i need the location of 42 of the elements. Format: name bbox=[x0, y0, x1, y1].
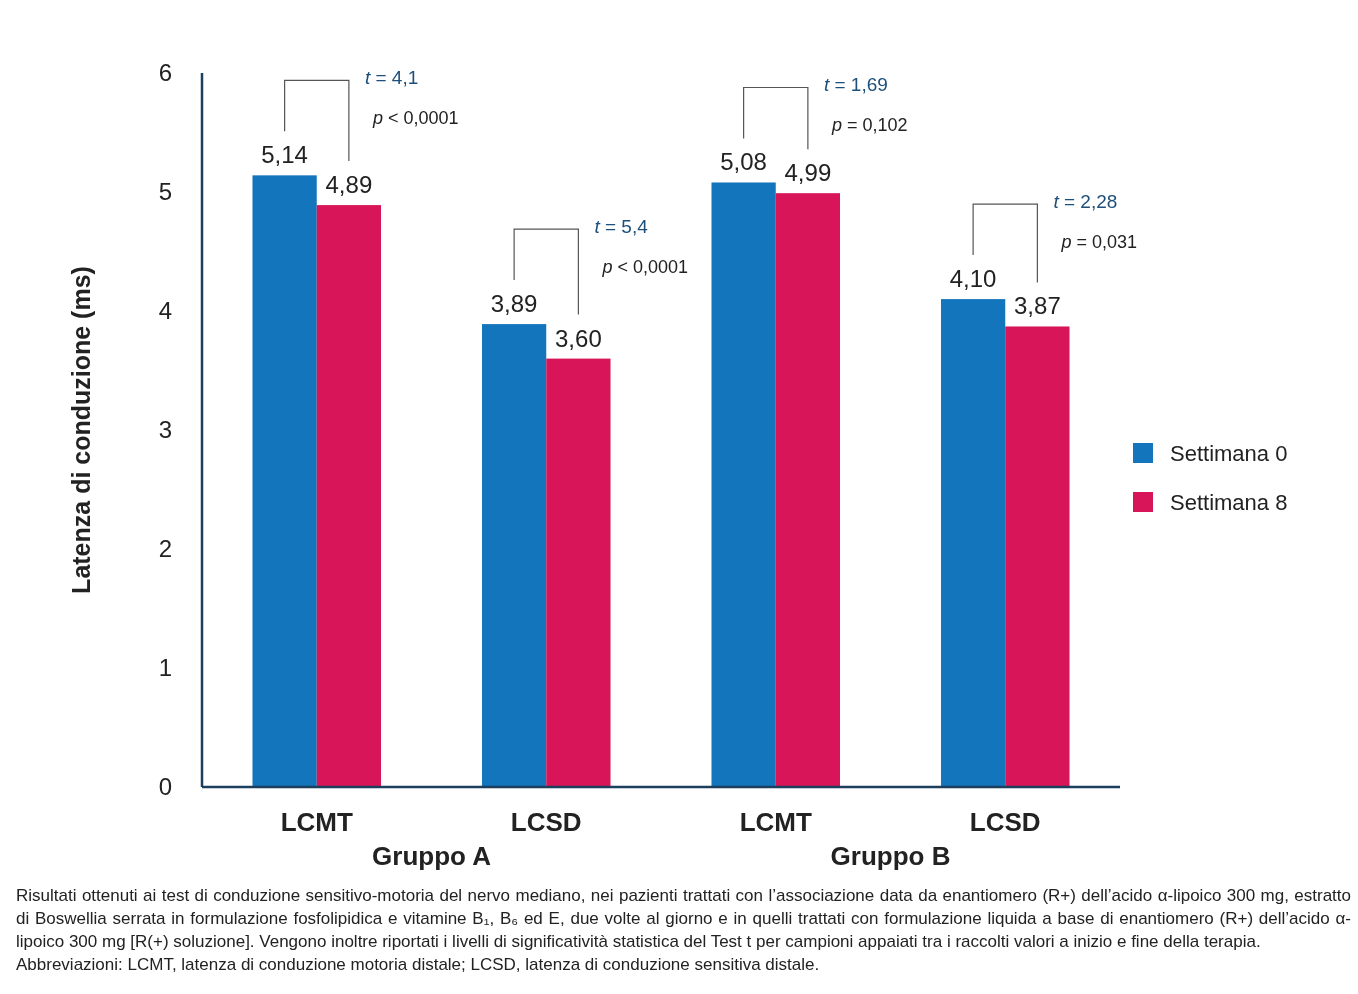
x-tick-label: LCSD bbox=[510, 807, 582, 837]
text: Risultati ottenuti ai test di conduzione sensitivo-motoria del nervo mediano, nei pazienti trattati con l’associazione data da enantiomero (R+) dell’acido α-lipoico 300 mg, estratto di Boswellia serrata in formulazione fosfolipidica e vitamine B₁, B₆ ed E, due volte al giorno e in quelli trattati con formulazione liquida a base di enantiomero (R+) dell’acido α-lipoico 300 mg [R(+) soluzione]. Vengono inoltre riportati i livelli di significatività statistica del Test t per campioni appaiati tra i raccolti valori a inizio e fine della terapia. bbox=[16, 885, 1351, 953]
annotation: t = 2,28 bbox=[1053, 191, 1118, 213]
x-tick-label: LCMT bbox=[280, 807, 353, 837]
data-label: 4,89 bbox=[325, 171, 373, 199]
y-tick-label: 4 bbox=[158, 297, 172, 325]
x-tick-label: LCSD bbox=[969, 807, 1041, 837]
legend-label: Settimana 0 bbox=[1170, 440, 1288, 466]
legend-label: Settimana 8 bbox=[1170, 489, 1288, 515]
bar bbox=[546, 358, 611, 787]
data-label: 3,87 bbox=[1014, 292, 1061, 320]
bar bbox=[316, 205, 382, 787]
x-tick-label: LCMT bbox=[739, 807, 812, 837]
y-tick-label: 1 bbox=[158, 654, 172, 682]
data-label: 5,14 bbox=[261, 141, 308, 169]
data-label: 4,10 bbox=[949, 265, 997, 293]
bar bbox=[940, 299, 1006, 787]
data-label: 4,99 bbox=[784, 159, 832, 187]
y-tick-label: 6 bbox=[158, 59, 172, 87]
annotation: p < 0,0001 bbox=[371, 108, 459, 129]
y-axis-title: Latenza di conduzione (ms) bbox=[67, 266, 95, 594]
data-label: 5,08 bbox=[720, 148, 767, 176]
text: Gruppo B bbox=[830, 841, 951, 871]
data-label: 3,89 bbox=[490, 290, 538, 318]
bar bbox=[481, 324, 547, 787]
annotation: t = 1,69 bbox=[823, 74, 888, 96]
text: Abbreviazioni: LCMT, latenza di conduzione motoria distale; LCSD, latenza di conduzione sensitiva distale. bbox=[16, 954, 821, 976]
data-label: 3,60 bbox=[555, 324, 602, 352]
bar bbox=[252, 175, 317, 787]
y-tick-label: 3 bbox=[158, 416, 172, 444]
annotation: p = 0,102 bbox=[830, 115, 908, 136]
annotation: t = 4,1 bbox=[364, 67, 419, 89]
text: Gruppo A bbox=[372, 841, 492, 871]
y-tick-label: 5 bbox=[158, 178, 172, 206]
bar bbox=[1005, 326, 1070, 787]
y-tick-label: 2 bbox=[158, 535, 172, 563]
y-tick-label: 0 bbox=[158, 773, 172, 801]
bar bbox=[775, 193, 841, 787]
annotation: t = 5,4 bbox=[594, 216, 649, 238]
bar bbox=[711, 182, 776, 787]
annotation: p = 0,031 bbox=[1060, 232, 1137, 253]
annotation: p < 0,0001 bbox=[601, 257, 688, 278]
